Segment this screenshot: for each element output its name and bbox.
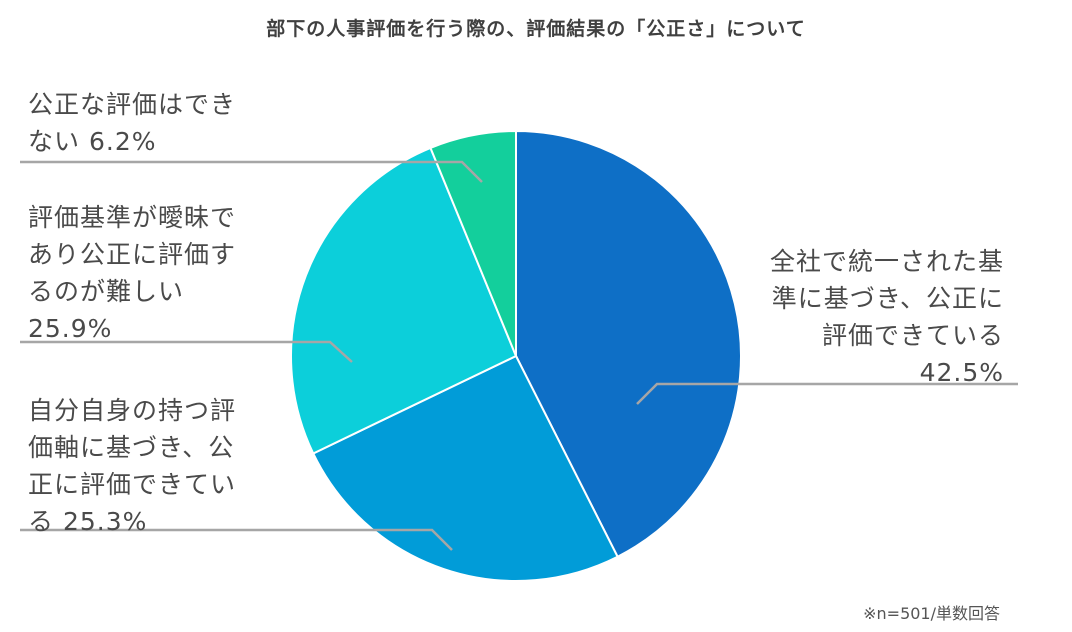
slice-label-3-line-1: ない bbox=[28, 127, 81, 156]
slice-label-3-line-0: 公正な評価はでき bbox=[28, 90, 237, 119]
chart-title: 部下の人事評価を行う際の、評価結果の「公正さ」について bbox=[266, 18, 806, 40]
slice-label-2: 評価基準が曖昧で あり公正に評価す るのが難しい 25.9% bbox=[28, 199, 236, 347]
slice-label-0-line-2: 評価できている bbox=[821, 321, 1004, 350]
slice-value-1: 25.3% bbox=[62, 507, 148, 536]
slice-label-2-line-1: あり公正に評価す bbox=[28, 240, 237, 269]
pie-slice-2 bbox=[290, 146, 518, 455]
slice-label-1-line-1: 価軸に基づき、公 bbox=[28, 433, 235, 462]
slice-value-3: 6.2% bbox=[88, 127, 157, 156]
slice-label-1-line-2: 正に評価できてい bbox=[28, 470, 237, 499]
slice-label-1-line-3: る bbox=[28, 507, 55, 536]
pie-slice-0 bbox=[515, 129, 742, 559]
slice-label-0-line-1: 準に基づき、公正に bbox=[771, 284, 1004, 313]
pie-slice-3 bbox=[429, 129, 517, 357]
slice-label-1-line-0: 自分自身の持つ評 bbox=[28, 396, 237, 425]
pie-slice-1 bbox=[311, 354, 619, 582]
slice-label-2-line-0: 評価基準が曖昧で bbox=[28, 203, 237, 232]
leader-line-0 bbox=[636, 382, 1018, 405]
slice-value-0: 42.5% bbox=[919, 358, 1004, 387]
slice-label-1: 自分自身の持つ評 価軸に基づき、公 正に評価できてい る 25.3% bbox=[28, 392, 236, 540]
leader-line-1 bbox=[20, 528, 453, 551]
sample-note: ※n=501/単数回答 bbox=[863, 604, 1000, 623]
slice-label-0-line-0: 全社で統一された基 bbox=[769, 247, 1004, 276]
leader-line-3 bbox=[20, 160, 483, 183]
slice-value-2: 25.9% bbox=[28, 314, 113, 343]
slice-label-0: 全社で統一された基 準に基づき、公正に 評価できている 42.5% bbox=[770, 243, 1004, 391]
slice-label-2-line-2: るのが難しい bbox=[28, 277, 185, 306]
slice-label-3: 公正な評価はでき ない 6.2% bbox=[28, 86, 236, 160]
leader-line-2 bbox=[20, 340, 353, 363]
